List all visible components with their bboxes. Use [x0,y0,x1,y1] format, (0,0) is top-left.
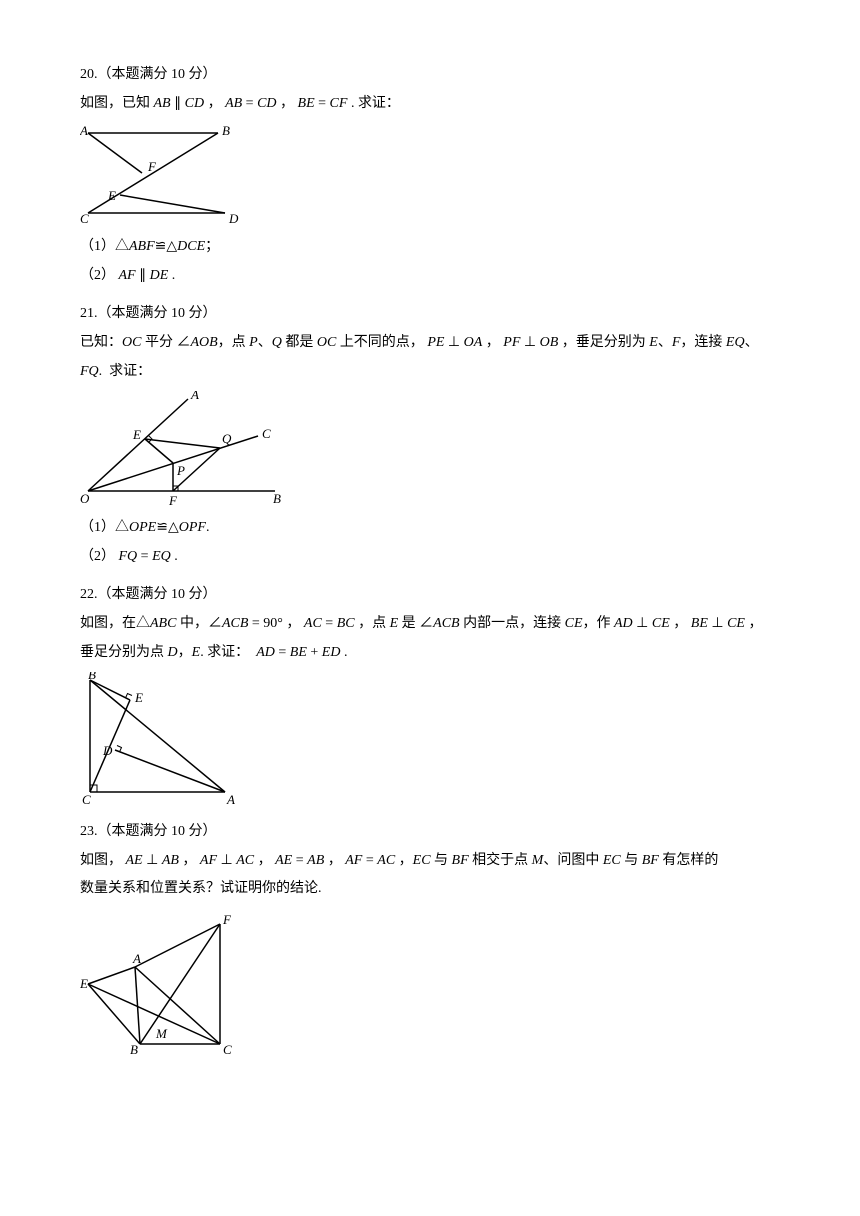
svg-text:D: D [228,211,239,226]
p21-header: 21.（本题满分 10 分） [80,301,780,328]
p21-svg: O A B C E FP Q [80,391,290,509]
svg-text:F: F [168,493,178,508]
svg-text:A: A [190,391,199,402]
svg-text:P: P [176,463,185,478]
svg-text:E: E [132,427,141,442]
p22-header: 22.（本题满分 10 分） [80,582,780,609]
p23-stem-a: 如图， AE ⊥ AB ， AF ⊥ AC ， AE = AB ， AF = A… [80,848,780,875]
svg-text:B: B [222,123,230,138]
svg-text:D: D [102,743,113,758]
p21-stem-b: FQ. 求证： [80,359,780,386]
svg-text:E: E [107,188,116,203]
svg-text:M: M [155,1026,168,1041]
svg-text:C: C [82,792,91,807]
svg-text:F: F [222,912,232,927]
p23-stem-b: 数量关系和位置关系？试证明你的结论. [80,876,780,903]
svg-text:E: E [80,976,88,991]
svg-text:A: A [80,123,88,138]
svg-text:A: A [132,951,141,966]
svg-text:B: B [130,1042,138,1057]
p20-svg: A B C D E F [80,123,240,228]
problem-23: 23.（本题满分 10 分） 如图， AE ⊥ AB ， AF ⊥ AC ， A… [80,819,780,1059]
problem-22: 22.（本题满分 10 分） 如图，在△ABC 中，∠ACB = 90° ， A… [80,582,780,807]
p21-stem-a: 已知：OC 平分 ∠AOB，点 P、Q 都是 OC 上不同的点， PE ⊥ OA… [80,330,780,357]
p21-sub1: （1）△OPE≌△OPF. [80,515,780,542]
svg-text:O: O [80,491,90,506]
svg-text:F: F [147,159,157,174]
p22-stem-b: 垂足分别为点 D，E. 求证： AD = BE + ED . [80,640,780,667]
p23-figure: E A B C F M [80,909,780,1059]
p20-sub1: （1）△ABF≌△DCE； [80,234,780,261]
p22-figure: B C A E D [80,672,780,807]
svg-text:B: B [88,672,96,682]
problem-20: 20.（本题满分 10 分） 如图，已知 AB ∥ CD ， AB = CD ，… [80,62,780,289]
problem-21: 21.（本题满分 10 分） 已知：OC 平分 ∠AOB，点 P、Q 都是 OC… [80,301,780,570]
p20-sub2: （2） AF ∥ DE . [80,263,780,290]
p20-stem: 如图，已知 AB ∥ CD ， AB = CD ， BE = CF . 求证： [80,91,780,118]
svg-text:C: C [223,1042,232,1057]
p23-svg: E A B C F M [80,909,240,1059]
svg-text:A: A [226,792,235,807]
svg-text:E: E [134,690,143,705]
p23-header: 23.（本题满分 10 分） [80,819,780,846]
p21-sub2: （2） FQ = EQ . [80,544,780,571]
p22-svg: B C A E D [80,672,240,807]
p20-figure: A B C D E F [80,123,780,228]
svg-text:B: B [273,491,281,506]
p21-figure: O A B C E FP Q [80,391,780,509]
p22-stem-a: 如图，在△ABC 中，∠ACB = 90° ， AC = BC ，点 E 是 ∠… [80,611,780,638]
p20-header: 20.（本题满分 10 分） [80,62,780,89]
svg-text:C: C [262,426,271,441]
svg-text:Q: Q [222,431,232,446]
svg-text:C: C [80,211,89,226]
